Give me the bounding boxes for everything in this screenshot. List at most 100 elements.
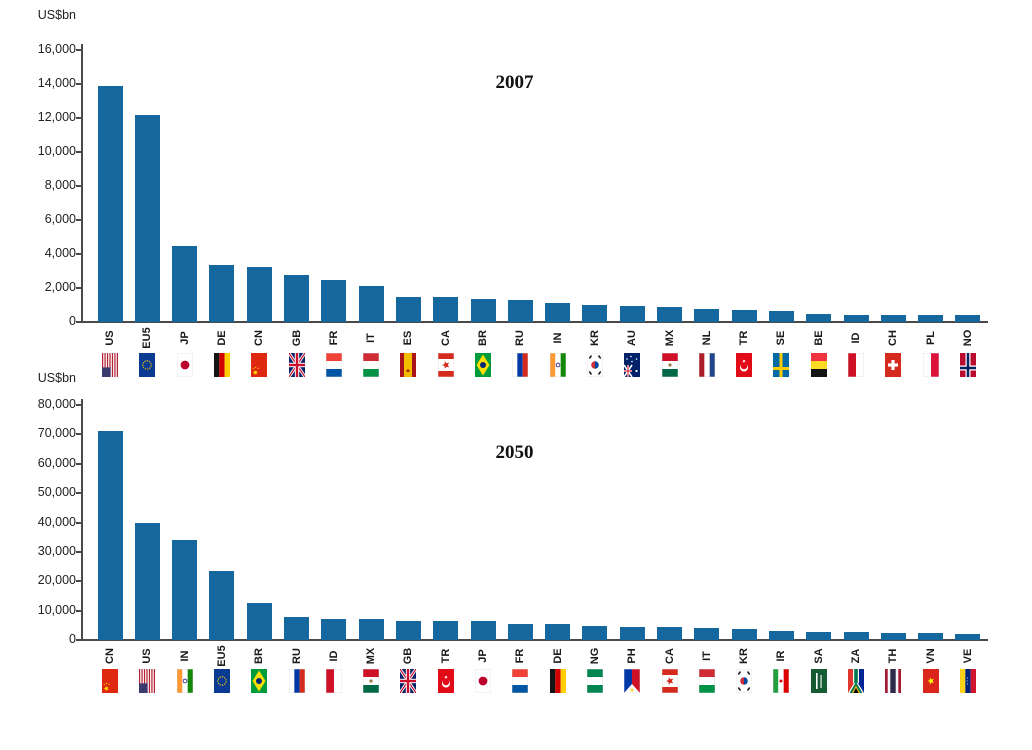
bar-CH — [880, 314, 906, 322]
us-flag-icon — [102, 353, 118, 377]
ng-flag-icon — [586, 669, 603, 693]
y-tick-label: 30,000 — [37, 543, 76, 558]
vn-flag-icon — [922, 669, 939, 693]
y-tick — [76, 550, 81, 553]
de-flag-icon — [549, 669, 566, 693]
ph-flag-icon — [624, 669, 641, 693]
eu-flag-icon — [139, 353, 156, 377]
bar-IT — [694, 627, 720, 640]
bar-RU — [284, 616, 309, 640]
y-tick-label: 80,000 — [37, 397, 76, 411]
bar-BR — [246, 603, 272, 640]
in-flag-icon — [549, 353, 566, 377]
x-axis — [80, 639, 988, 641]
bar-GB — [395, 620, 421, 640]
bar-SE — [768, 311, 794, 322]
ru-flag-icon — [288, 669, 305, 693]
bar-ES — [395, 296, 421, 322]
nl-flag-icon — [698, 353, 715, 377]
y-tick — [76, 433, 81, 436]
y-tick-label: 12,000 — [37, 110, 76, 124]
bar-US — [134, 522, 160, 640]
bar-RU — [507, 299, 533, 322]
y-tick-label: 60,000 — [37, 455, 76, 470]
bar-IR — [768, 631, 794, 640]
bar-VN — [918, 633, 944, 640]
y-tick-label: 16,000 — [37, 42, 76, 56]
fr-flag-icon — [325, 353, 342, 377]
y-tick — [76, 462, 81, 465]
se-flag-icon — [773, 353, 790, 377]
us-flag-icon — [139, 669, 156, 693]
bar-TR — [433, 621, 459, 640]
fr-flag-icon — [512, 669, 529, 693]
y-axis-unit-label: US$bn — [37, 371, 76, 385]
bar-BE — [806, 314, 832, 322]
bar-EU5 — [134, 115, 160, 322]
y-tick-label: 4,000 — [44, 246, 76, 260]
id-flag-icon — [848, 353, 864, 377]
bar-KR — [731, 628, 757, 640]
y-tick-label: 6,000 — [44, 212, 76, 226]
bar-US — [97, 85, 123, 322]
kr-flag-icon — [586, 353, 603, 377]
y-tick — [76, 117, 81, 119]
bar-GB — [284, 275, 309, 322]
y-tick — [76, 185, 81, 187]
cn-flag-icon — [251, 353, 268, 377]
bar-SA — [806, 632, 832, 640]
y-axis-unit-label: US$bn — [37, 8, 76, 22]
gb-flag-icon — [288, 353, 305, 377]
mx-flag-icon — [661, 353, 678, 377]
y-tick — [76, 49, 81, 51]
bar-IT — [358, 286, 384, 322]
bar-NL — [694, 309, 720, 322]
bar-VE — [955, 633, 981, 640]
y-tick — [76, 151, 81, 153]
y-tick — [76, 521, 81, 524]
y-tick — [76, 580, 81, 583]
bar-CN — [97, 431, 123, 640]
in-flag-icon — [176, 669, 193, 693]
ca-flag-icon — [437, 353, 454, 377]
bar-JP — [172, 246, 198, 322]
bar-PH — [619, 627, 645, 640]
tr-flag-icon — [736, 353, 753, 377]
bar-IN — [545, 303, 571, 322]
bar-PL — [918, 314, 944, 322]
y-axis — [81, 44, 83, 323]
y-tick-label: 2,000 — [44, 280, 76, 294]
y-tick-label: 0 — [69, 632, 76, 646]
es-flag-icon — [400, 353, 417, 377]
ca-flag-icon — [661, 669, 678, 693]
y-axis — [81, 399, 83, 641]
za-flag-icon — [848, 669, 864, 693]
bar-ID — [321, 618, 347, 640]
br-flag-icon — [475, 353, 491, 377]
ch-flag-icon — [885, 353, 902, 377]
y-tick — [76, 287, 81, 289]
bar-DE — [209, 265, 235, 322]
y-tick — [76, 639, 81, 641]
bar-MX — [358, 618, 384, 640]
br-flag-icon — [251, 669, 268, 693]
bar-FR — [321, 279, 347, 322]
bar-CA — [433, 297, 459, 322]
mx-flag-icon — [363, 669, 380, 693]
bar-MX — [657, 306, 682, 322]
bar-FR — [507, 623, 533, 640]
y-tick-label: 20,000 — [37, 573, 76, 588]
x-axis — [80, 321, 988, 323]
bar-ZA — [843, 632, 869, 640]
gb-flag-icon — [400, 669, 417, 693]
bar-CA — [657, 627, 682, 640]
y-tick-label: 14,000 — [37, 76, 76, 90]
y-tick-label: 10,000 — [37, 144, 76, 158]
bar-BR — [470, 299, 496, 322]
y-tick — [76, 404, 81, 406]
th-flag-icon — [885, 669, 902, 693]
y-tick — [76, 609, 81, 612]
